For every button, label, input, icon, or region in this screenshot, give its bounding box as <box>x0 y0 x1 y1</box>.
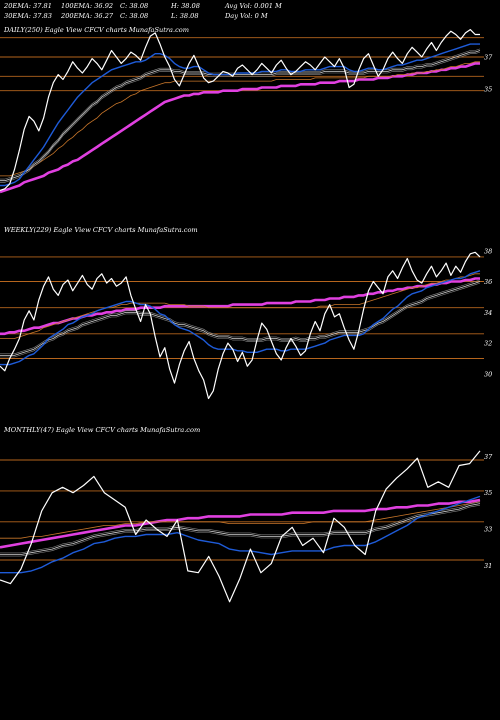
weekly-ema-long-line <box>0 273 480 339</box>
header-close: C: 38.08 <box>120 2 149 10</box>
weekly-price-line <box>0 251 481 400</box>
daily-ema-short-line <box>0 43 480 187</box>
daily-chart-title: DAILY(250) Eagle View CFCV charts Munafa… <box>4 26 189 34</box>
monthly-chart: 37 35 33 31 <box>0 450 493 603</box>
daily-ema-200-line <box>0 62 480 194</box>
header-high: H: 38.08 <box>171 2 200 10</box>
monthly-ema-mid-band-0 <box>0 501 481 554</box>
weekly-y-tick-label-2: 34 <box>484 309 492 317</box>
weekly-chart-title: WEEKLY(229) Eagle View CFCV charts Munaf… <box>4 226 198 234</box>
weekly-y-tick-label-0: 38 <box>484 247 492 255</box>
monthly-ema-mid-line <box>0 503 481 555</box>
monthly-y-tick-label-2: 33 <box>484 526 492 534</box>
header-day-vol: Day Vol: 0 M <box>225 12 268 20</box>
monthly-ema-200-line <box>0 498 481 549</box>
header-20ema: 20EMA: 37.81 <box>4 2 52 10</box>
weekly-y-tick-label-3: 32 <box>484 340 492 348</box>
monthly-price-line <box>0 450 481 603</box>
weekly-ema-mid-line <box>0 281 481 356</box>
header-close-2: C: 38.08 <box>120 12 149 20</box>
monthly-ema-short-line <box>0 495 481 574</box>
weekly-ema-mid-band-0 <box>0 279 481 355</box>
daily-y-tick-label-1: 35 <box>484 86 492 94</box>
monthly-ema-mid-band-1 <box>0 504 481 557</box>
weekly-ema-short-line <box>0 270 481 366</box>
weekly-chart: 38 36 34 32 30 <box>0 247 492 400</box>
daily-ema-long-line <box>0 61 480 177</box>
daily-y-tick-label-0: 37 <box>484 54 493 62</box>
header-low: L: 38.08 <box>171 12 199 20</box>
weekly-y-tick-label-1: 36 <box>484 278 492 286</box>
monthly-y-tick-label-0: 37 <box>484 453 493 461</box>
weekly-y-tick-label-4: 30 <box>484 370 492 378</box>
monthly-y-tick-label-1: 35 <box>484 489 492 497</box>
header-100ema: 100EMA: 36.92 <box>61 2 114 10</box>
weekly-ema-mid-band-1 <box>0 282 481 358</box>
monthly-chart-title: MONTHLY(47) Eagle View CFCV charts Munaf… <box>4 426 201 434</box>
header-30ema: 30EMA: 37.83 <box>4 12 52 20</box>
header-avg-vol: Avg Vol: 0.001 M <box>225 2 282 10</box>
monthly-y-tick-label-3: 31 <box>484 562 492 570</box>
daily-chart: 37 35 <box>0 29 493 194</box>
daily-ema-mid-line <box>0 50 481 182</box>
monthly-ema-long-line <box>0 501 481 539</box>
header-200ema: 200EMA: 36.27 <box>61 12 114 20</box>
daily-price-line <box>0 29 480 191</box>
daily-ema-mid-band-1 <box>0 51 481 183</box>
